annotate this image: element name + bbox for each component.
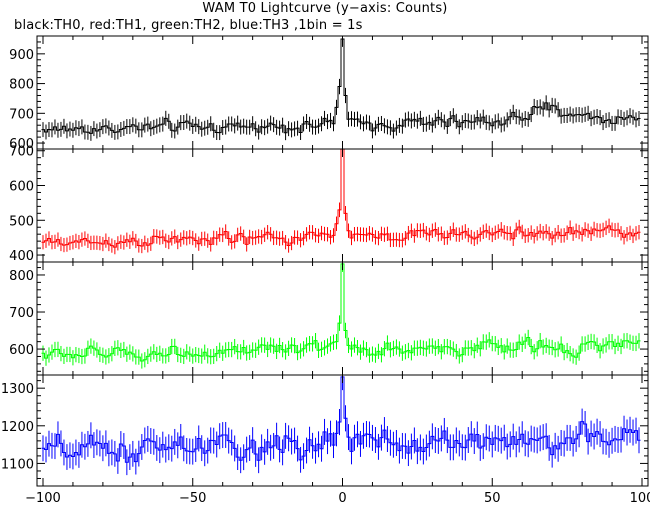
chart-title: WAM T0 Lightcurve (y−axis: Counts) <box>202 1 448 16</box>
y-tick-label: 700 <box>9 306 34 321</box>
series-step-line <box>41 149 641 248</box>
y-tick-label: 600 <box>9 137 34 152</box>
y-tick-label: 600 <box>9 180 34 195</box>
series-step-line <box>41 263 641 362</box>
y-tick-label: 800 <box>9 269 34 284</box>
series-th1 <box>41 149 641 255</box>
panel-frame <box>36 261 649 376</box>
panel-th3: 1100 1200 1300 <box>1 374 649 487</box>
panel-th0: 600 700 800 900 <box>9 35 649 152</box>
y-tick-label: 800 <box>9 78 34 93</box>
y-tick-label: 900 <box>9 48 34 63</box>
x-tick-label: 100 <box>630 491 650 505</box>
y-tick-label: 700 <box>9 107 34 122</box>
chart-subtitle: black:TH0, red:TH1, green:TH2, blue:TH3 … <box>14 18 363 33</box>
panel-th1: 400 500 600 700 <box>9 145 649 264</box>
x-tick-label: −50 <box>179 491 206 505</box>
series-step-line <box>41 376 641 463</box>
y-tick-label: 700 <box>9 145 34 160</box>
panel-frame <box>36 374 649 487</box>
x-tick-label: 50 <box>484 491 501 505</box>
y-tick-label: 600 <box>9 343 34 358</box>
panel-th2: 600 700 800 <box>9 261 649 376</box>
x-tick-label: −100 <box>25 491 61 505</box>
series-th3 <box>41 375 641 476</box>
y-tick-label: 500 <box>9 214 34 229</box>
y-tick-label: 1100 <box>1 457 34 472</box>
x-tick-label: 0 <box>338 491 346 505</box>
y-tick-label: 1300 <box>1 382 34 397</box>
panel-frame <box>36 35 649 150</box>
y-tick-label: 1200 <box>1 420 34 435</box>
panel-frame <box>36 148 649 263</box>
series-th0 <box>41 36 641 141</box>
series-th2 <box>41 262 641 369</box>
series-step-line <box>41 38 641 134</box>
y-tick-label: 400 <box>9 249 34 264</box>
